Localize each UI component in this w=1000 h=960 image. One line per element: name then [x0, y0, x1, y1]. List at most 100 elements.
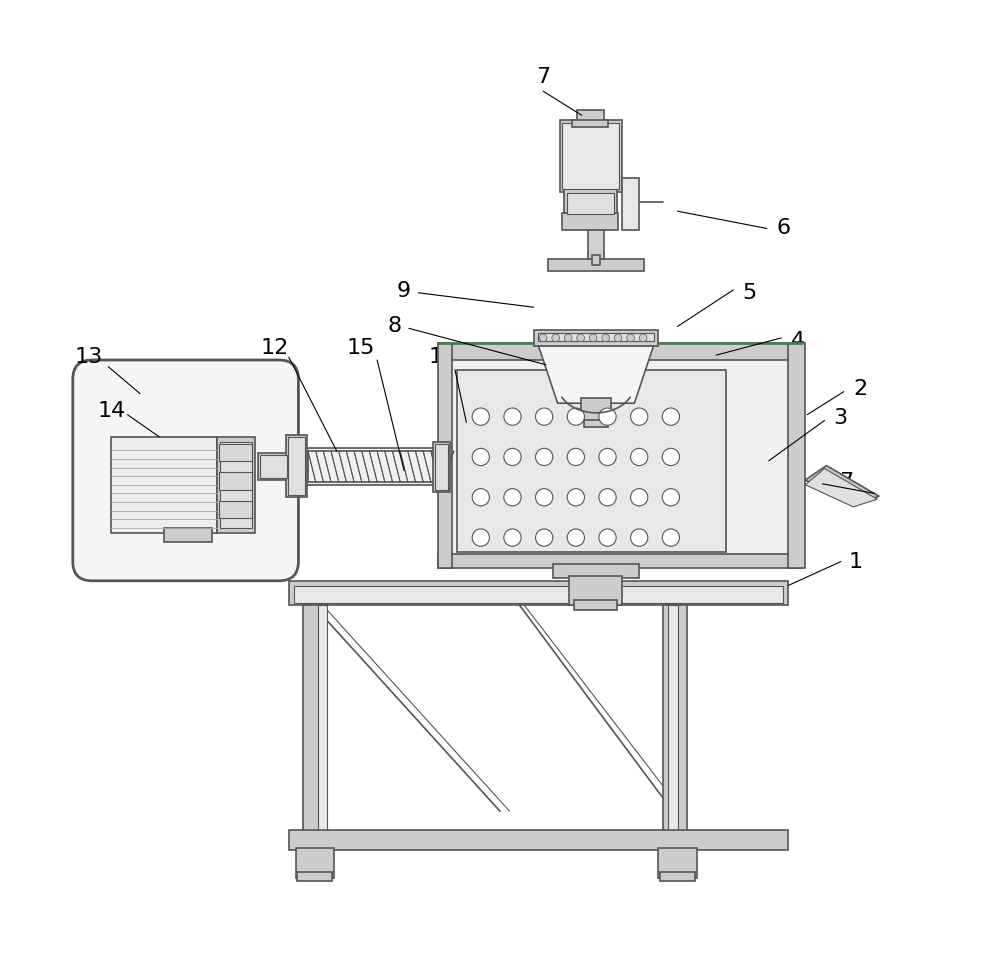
Circle shape	[536, 448, 553, 466]
Circle shape	[472, 529, 489, 546]
Text: 9: 9	[397, 281, 411, 300]
Text: 8: 8	[387, 317, 401, 336]
FancyBboxPatch shape	[73, 360, 298, 581]
Bar	[668, 605, 678, 835]
Bar	[658, 848, 697, 878]
Bar	[219, 501, 252, 518]
Bar	[297, 872, 332, 881]
Bar	[592, 255, 600, 265]
Bar	[553, 564, 639, 578]
Bar	[562, 213, 618, 230]
Text: 6: 6	[776, 219, 790, 238]
Circle shape	[602, 334, 609, 342]
Bar	[217, 437, 255, 533]
Bar	[457, 370, 726, 552]
Circle shape	[472, 448, 489, 466]
Bar	[569, 576, 622, 605]
Circle shape	[589, 334, 597, 342]
Bar	[548, 259, 644, 271]
Circle shape	[564, 334, 572, 342]
Text: 4: 4	[791, 331, 805, 350]
Bar	[574, 600, 617, 610]
Bar	[564, 189, 617, 216]
Circle shape	[504, 529, 521, 546]
Bar	[296, 848, 334, 878]
Bar	[562, 123, 619, 189]
Circle shape	[567, 529, 584, 546]
Text: 17: 17	[827, 472, 855, 492]
Bar	[581, 398, 611, 422]
Bar	[303, 448, 447, 485]
Bar	[219, 444, 252, 461]
Circle shape	[631, 448, 648, 466]
Text: 5: 5	[742, 283, 757, 302]
Bar	[318, 605, 327, 835]
Circle shape	[639, 334, 647, 342]
Bar	[289, 581, 788, 605]
Circle shape	[504, 489, 521, 506]
Bar	[788, 343, 805, 568]
Circle shape	[599, 489, 616, 506]
Bar	[111, 437, 217, 533]
Bar	[572, 120, 608, 127]
Circle shape	[614, 334, 622, 342]
Text: 2: 2	[853, 379, 867, 398]
Circle shape	[536, 529, 553, 546]
Bar	[260, 455, 287, 478]
Bar	[663, 605, 687, 835]
Circle shape	[567, 489, 584, 506]
Bar	[567, 193, 614, 214]
Bar	[164, 528, 212, 542]
Text: 12: 12	[260, 338, 289, 357]
Circle shape	[599, 529, 616, 546]
Bar	[289, 830, 788, 850]
Bar	[438, 343, 802, 360]
Bar	[220, 442, 252, 528]
Bar	[560, 120, 622, 192]
Bar	[288, 437, 305, 495]
Text: 15: 15	[347, 338, 375, 357]
Circle shape	[599, 408, 616, 425]
Bar	[303, 605, 327, 835]
Bar	[435, 444, 448, 490]
Bar	[219, 472, 252, 490]
Bar	[538, 333, 654, 341]
Bar	[588, 230, 604, 259]
Circle shape	[472, 408, 489, 425]
Circle shape	[631, 408, 648, 425]
Bar	[438, 343, 452, 568]
Circle shape	[627, 334, 634, 342]
Text: 13: 13	[75, 348, 103, 367]
Circle shape	[631, 489, 648, 506]
Circle shape	[552, 334, 560, 342]
Circle shape	[536, 408, 553, 425]
Circle shape	[662, 448, 680, 466]
Polygon shape	[805, 468, 877, 507]
Bar	[286, 435, 307, 497]
Text: 1: 1	[848, 552, 862, 571]
Polygon shape	[538, 346, 654, 403]
Circle shape	[539, 334, 547, 342]
Bar	[584, 420, 608, 427]
Circle shape	[504, 448, 521, 466]
Circle shape	[662, 408, 680, 425]
Bar	[660, 872, 695, 881]
Circle shape	[577, 334, 584, 342]
Bar	[622, 178, 639, 230]
Bar	[442, 350, 798, 562]
Bar	[258, 453, 289, 480]
Circle shape	[504, 408, 521, 425]
Polygon shape	[805, 466, 879, 504]
Circle shape	[662, 529, 680, 546]
Circle shape	[567, 408, 584, 425]
Circle shape	[662, 489, 680, 506]
Circle shape	[631, 529, 648, 546]
Bar	[577, 110, 604, 122]
Circle shape	[599, 448, 616, 466]
Bar	[294, 586, 783, 603]
Bar	[433, 442, 450, 492]
Bar	[308, 451, 442, 482]
Circle shape	[567, 448, 584, 466]
Circle shape	[472, 489, 489, 506]
Circle shape	[536, 489, 553, 506]
